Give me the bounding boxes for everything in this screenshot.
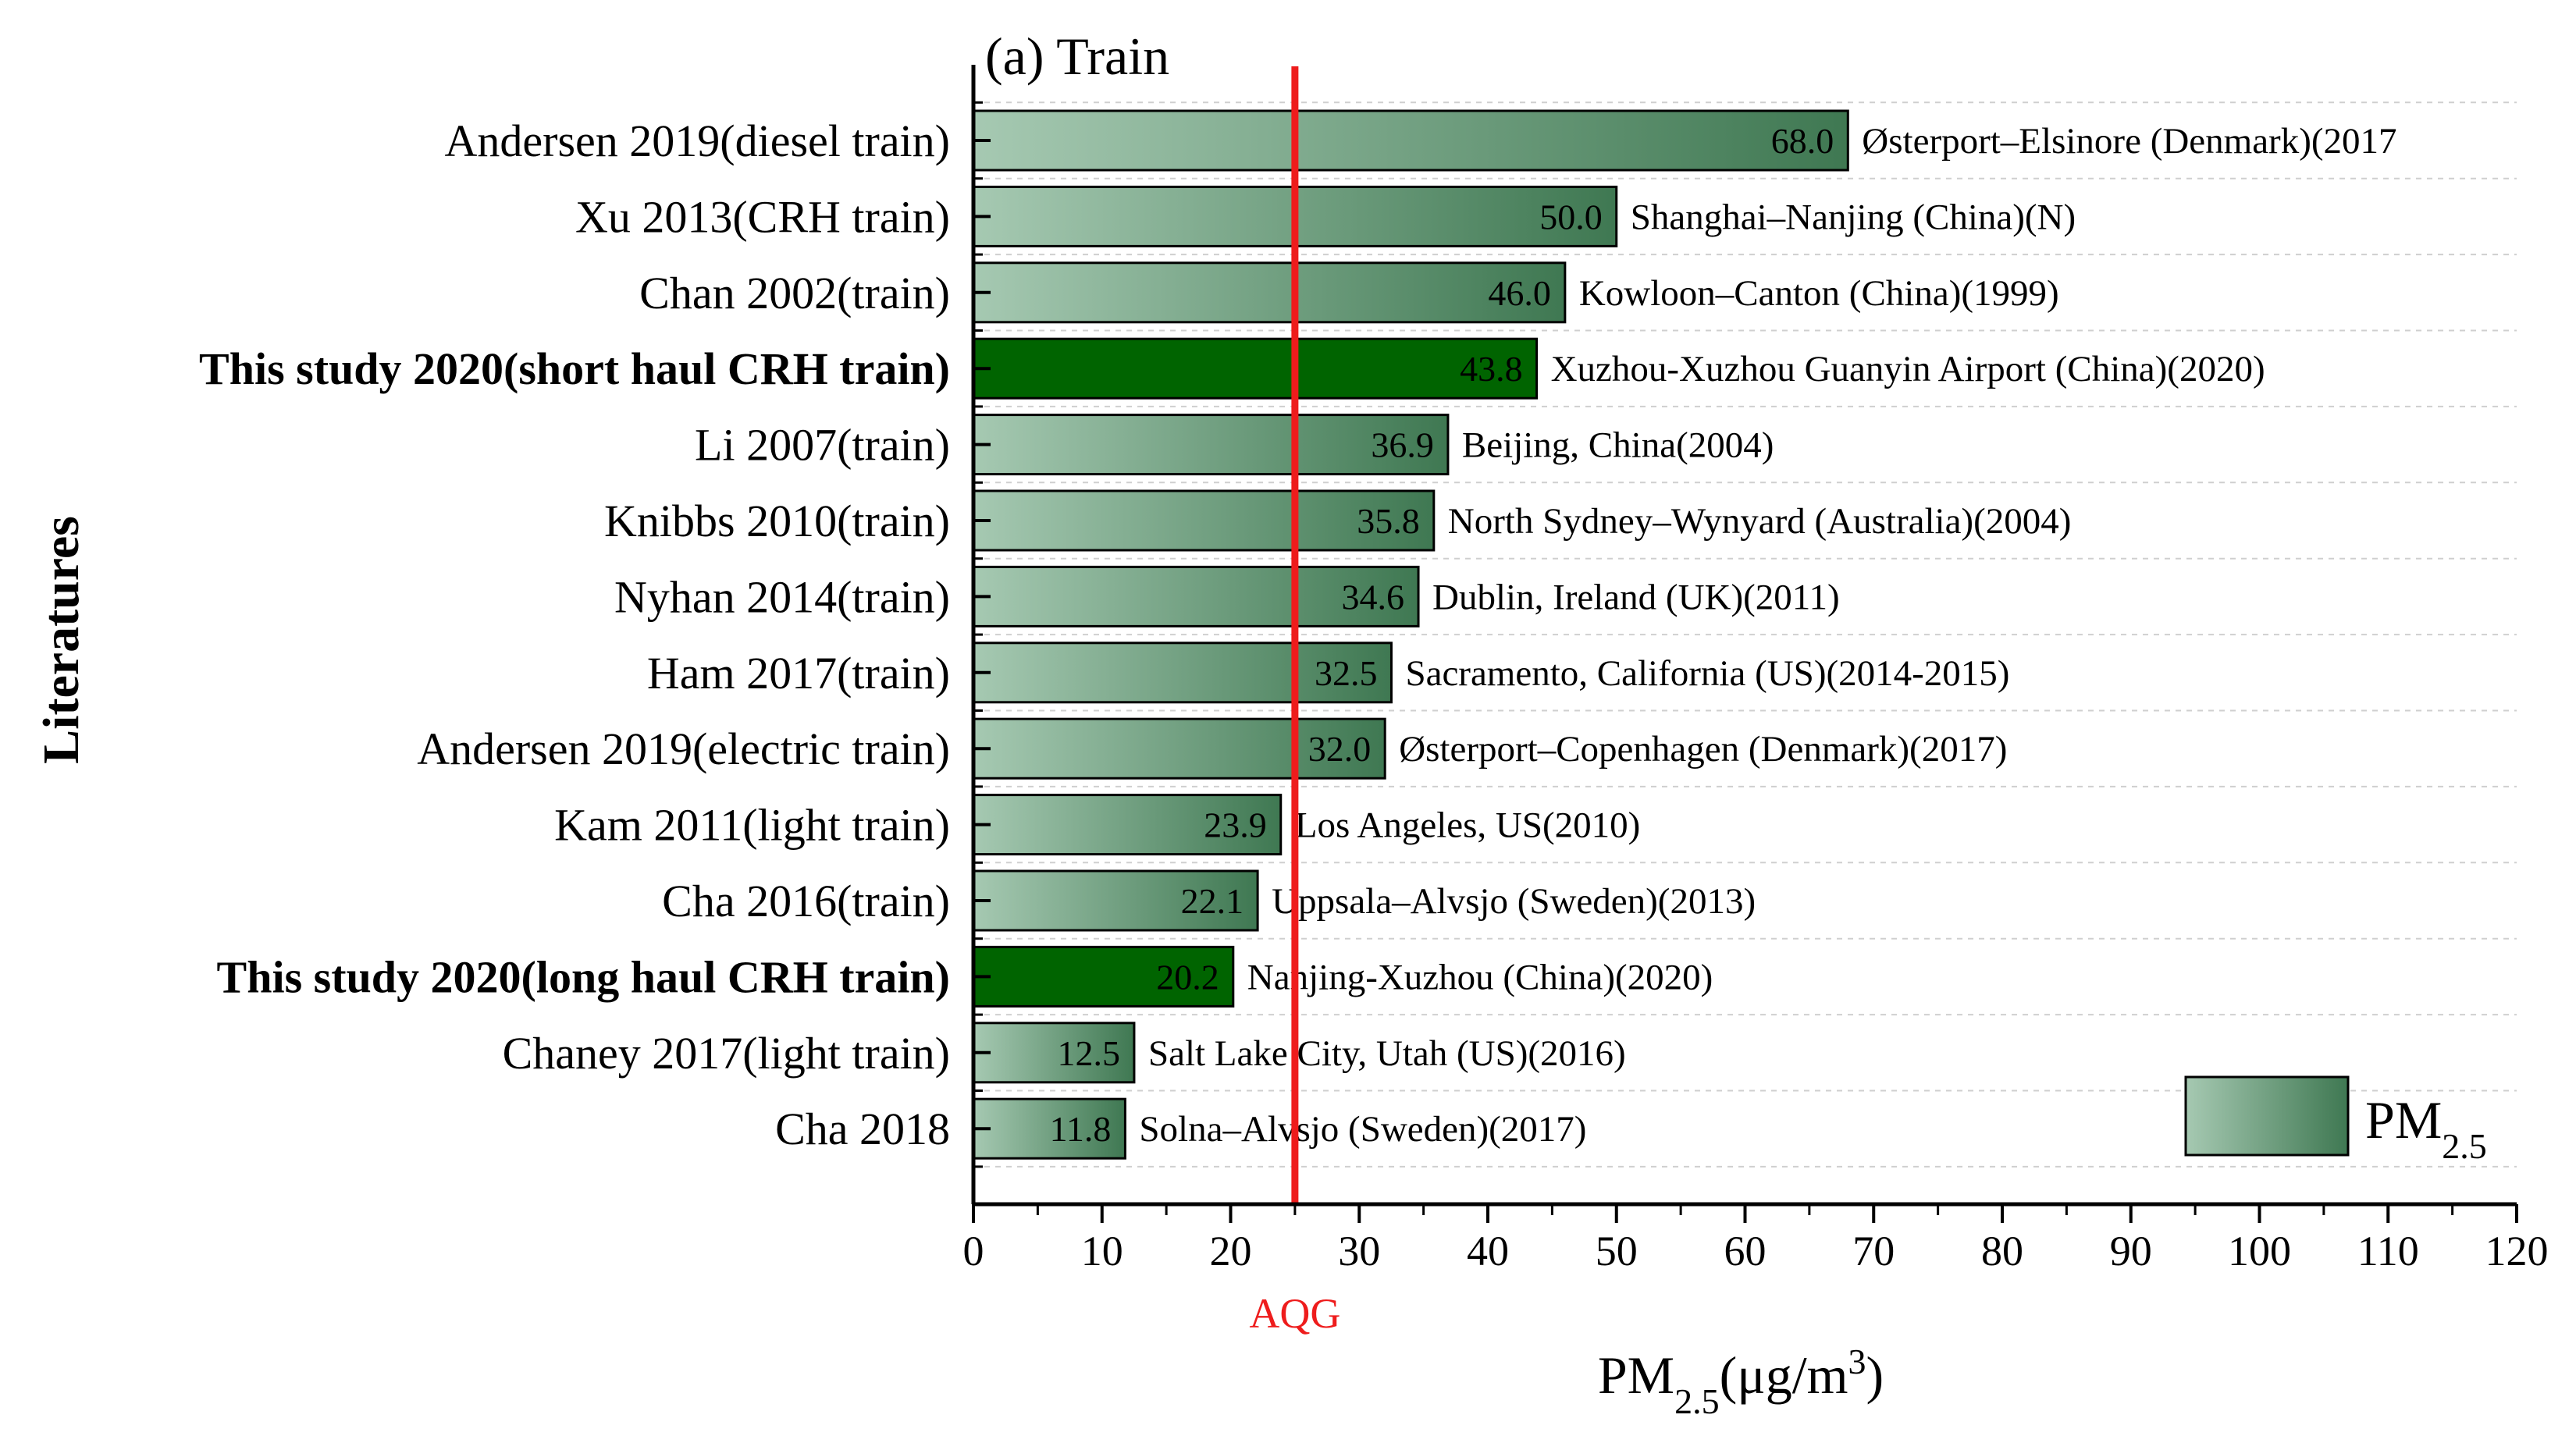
bars-group: 68.0 Østerport–Elsinore (Denmark)(2017 50.… (972, 109, 2397, 1160)
bar (972, 717, 1386, 780)
bar-value-label: 32.5 (1315, 653, 1378, 693)
x-tick-label: 10 (1081, 1228, 1123, 1274)
x-tick-label: 20 (1210, 1228, 1252, 1274)
bar-annotation: Los Angeles, US(2010) (1295, 805, 1641, 846)
bar-annotation: Beijing, China(2004) (1462, 425, 1774, 466)
bar-value-label: 43.8 (1460, 349, 1523, 389)
bar (972, 945, 1235, 1008)
bar (972, 1097, 1126, 1160)
bar (972, 489, 1436, 552)
bar-annotation: Sacramento, California (US)(2014-2015) (1405, 653, 2009, 694)
bar-value-label: 12.5 (1057, 1033, 1120, 1073)
x-axis-title-unit: (μg/m (1720, 1345, 1848, 1405)
category-label: Andersen 2019(diesel train) (445, 116, 950, 166)
bar-annotation: Shanghai–Nanjing (China)(N) (1631, 197, 2076, 237)
bar-annotation: Østerport–Copenhagen (Denmark)(2017) (1399, 729, 2007, 770)
bar (972, 565, 1420, 627)
bar-value-label: 34.6 (1342, 577, 1405, 617)
bar-annotation: Nanjing-Xuzhou (China)(2020) (1247, 957, 1713, 997)
x-axis-title-superscript: 3 (1848, 1342, 1866, 1381)
bar-annotation: Xuzhou-Xuzhou Guanyin Airport (China)(20… (1551, 349, 2265, 389)
bar-value-label: 23.9 (1204, 805, 1267, 845)
bar-value-label: 20.2 (1156, 957, 1219, 997)
bar (972, 794, 1283, 856)
aqg-label: AQG (1249, 1290, 1340, 1337)
chart-title: (a) Train (985, 27, 1169, 86)
bar (972, 1022, 1136, 1084)
bar-annotation: Dublin, Ireland (UK)(2011) (1432, 577, 1840, 617)
x-axis-title-main: PM (1598, 1345, 1674, 1405)
category-label: Knibbs 2010(train) (604, 496, 950, 546)
bar-value-label: 22.1 (1181, 881, 1244, 921)
x-axis-title-subscript: 2.5 (1674, 1381, 1720, 1421)
bar (972, 261, 1567, 324)
category-label: Cha 2016(train) (662, 876, 950, 926)
category-label: Li 2007(train) (695, 420, 950, 471)
bar-value-label: 46.0 (1488, 273, 1551, 313)
category-label: Chan 2002(train) (639, 268, 950, 318)
x-tick-label: 30 (1338, 1228, 1380, 1274)
x-tick-label: 40 (1467, 1228, 1509, 1274)
bar (972, 337, 1539, 400)
bar-annotation: Salt Lake City, Utah (US)(2016) (1148, 1033, 1626, 1074)
x-tick-label: 50 (1596, 1228, 1638, 1274)
category-label: Cha 2018 (775, 1104, 950, 1154)
bar (972, 869, 1259, 932)
axes-group: Andersen 2019(diesel train) Xu 2013(CRH t… (199, 65, 2549, 1274)
category-label: Ham 2017(train) (647, 648, 950, 698)
legend-label-main: PM (2365, 1090, 2442, 1150)
y-axis-title: Literatures (33, 516, 90, 764)
bar-value-label: 68.0 (1771, 121, 1834, 161)
category-label: Chaney 2017(light train) (503, 1028, 950, 1079)
category-label: Nyhan 2014(train) (614, 571, 950, 622)
aqg-reference-line-group: AQG (1249, 66, 1340, 1337)
legend-label-subscript: 2.5 (2442, 1126, 2487, 1166)
x-tick-label: 90 (2110, 1228, 2152, 1274)
category-label: Andersen 2019(electric train) (417, 723, 950, 774)
x-tick-label: 80 (1981, 1228, 2023, 1274)
category-label: Xu 2013(CRH train) (575, 191, 950, 242)
category-label: This study 2020(long haul CRH train) (217, 951, 950, 1002)
bar (972, 109, 1849, 172)
x-axis-title: PM2.5(μg/m3) (1598, 1342, 1884, 1421)
x-tick-label: 70 (1852, 1228, 1895, 1274)
category-label: Kam 2011(light train) (554, 800, 950, 851)
category-label: This study 2020(short haul CRH train) (199, 343, 950, 394)
x-tick-label: 110 (2357, 1228, 2419, 1274)
bar-annotation: Østerport–Elsinore (Denmark)(2017 (1862, 121, 2396, 162)
legend: PM2.5 (2184, 1075, 2487, 1166)
bar (972, 642, 1393, 704)
bar-annotation: Uppsala–Alvsjo (Sweden)(2013) (1272, 881, 1756, 922)
bar-value-label: 11.8 (1050, 1109, 1112, 1149)
x-axis-title-unit-close: ) (1866, 1345, 1884, 1405)
bar-value-label: 50.0 (1539, 197, 1603, 236)
x-tick-label: 60 (1724, 1228, 1767, 1274)
bar-annotation: Kowloon–Canton (China)(1999) (1579, 273, 2059, 314)
bar-value-label: 32.0 (1308, 729, 1372, 769)
x-tick-label: 120 (2485, 1228, 2549, 1274)
bar-value-label: 35.8 (1357, 501, 1420, 541)
legend-label: PM2.5 (2365, 1090, 2487, 1166)
x-tick-label: 100 (2228, 1228, 2291, 1274)
bar-annotation: North Sydney–Wynyard (Australia)(2004) (1448, 501, 2072, 542)
x-tick-label: 0 (963, 1228, 984, 1274)
bar-annotation: Solna–Alvsjo (Sweden)(2017) (1139, 1109, 1586, 1150)
legend-swatch (2184, 1075, 2350, 1157)
bar-value-label: 36.9 (1371, 425, 1434, 465)
